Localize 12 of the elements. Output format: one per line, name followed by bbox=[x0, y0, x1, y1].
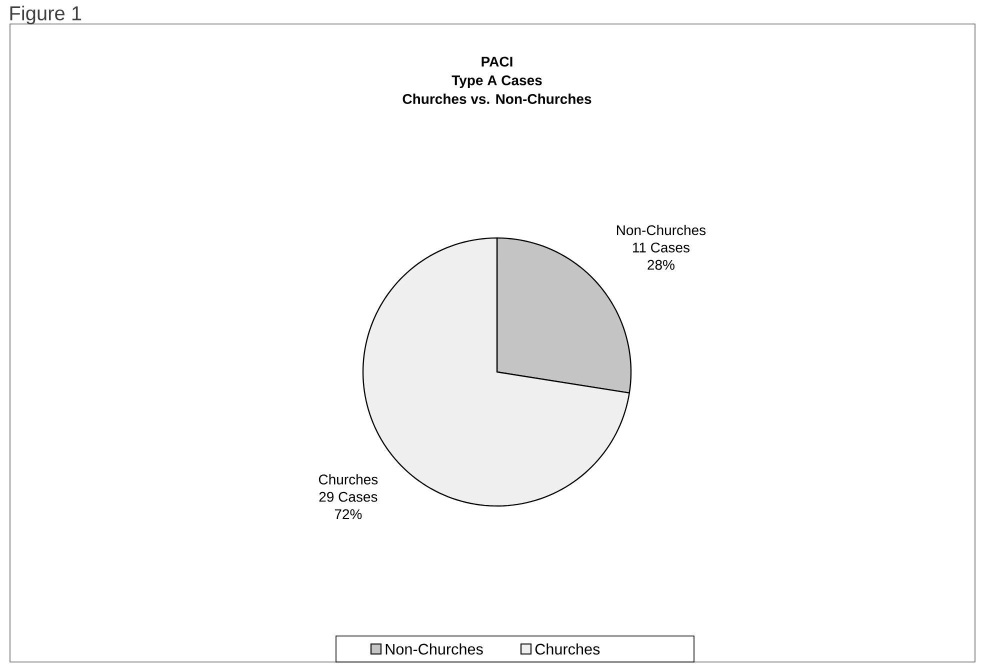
text: 72% bbox=[334, 509, 362, 520]
chart-title: PACI bbox=[482, 56, 512, 67]
legend-label: Non-Churches bbox=[386, 643, 483, 655]
slice-label: Churches bbox=[318, 474, 378, 484]
caption: Figure 1 bbox=[10, 6, 82, 24]
slice-label: Non-Churches bbox=[616, 224, 706, 236]
legend-label: Churches bbox=[535, 643, 600, 655]
chart-subtitle: Type A Cases bbox=[452, 75, 542, 88]
data-label: 11 Cases bbox=[632, 242, 690, 252]
text: 28% bbox=[648, 260, 674, 270]
data-label: 29 Cases bbox=[319, 492, 378, 502]
text: Churches vs. Non-Churches bbox=[402, 94, 592, 104]
